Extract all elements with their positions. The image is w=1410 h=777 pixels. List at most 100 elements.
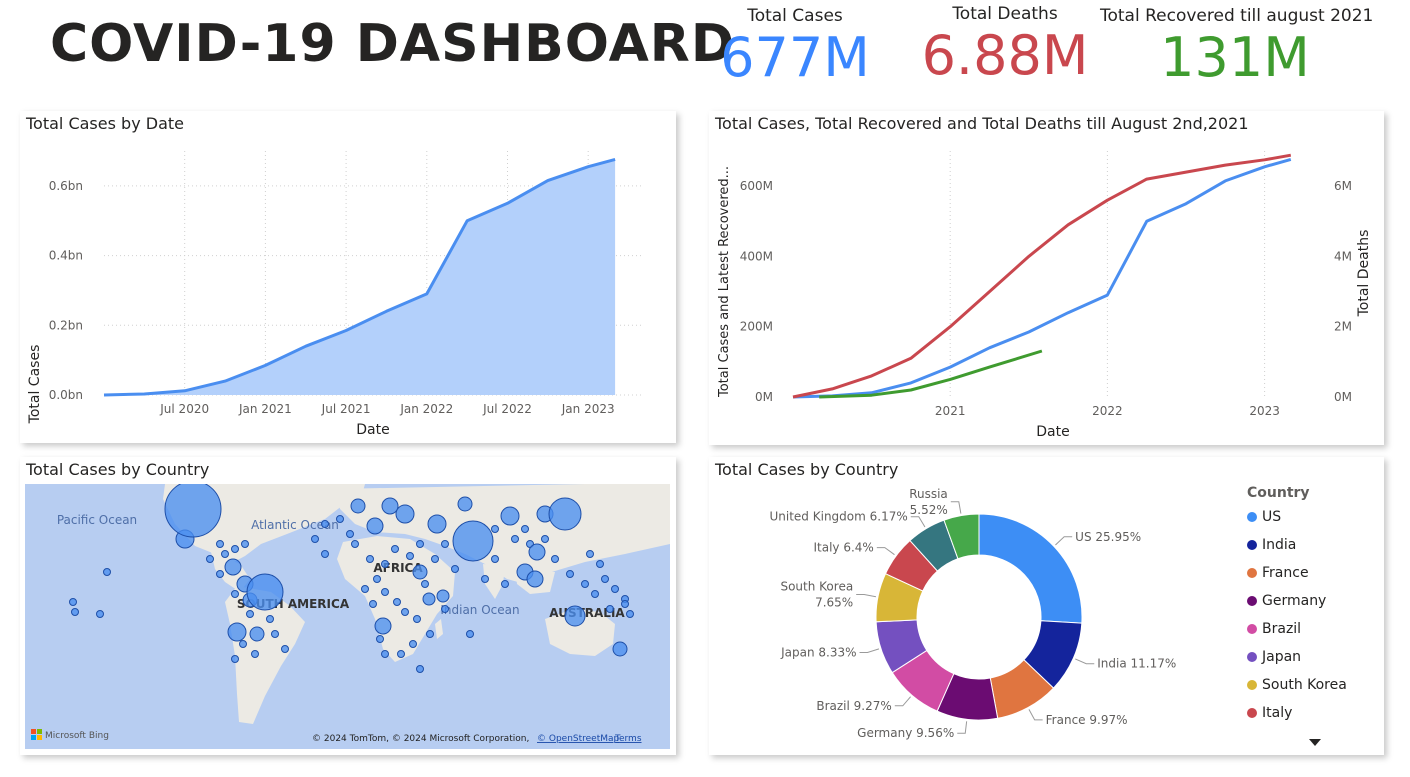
country-bubble[interactable] xyxy=(606,605,614,613)
country-bubble[interactable] xyxy=(621,600,629,608)
country-bubble[interactable] xyxy=(69,598,77,606)
country-bubble[interactable] xyxy=(416,665,424,673)
country-bubble[interactable] xyxy=(586,550,594,558)
country-bubble[interactable] xyxy=(541,535,549,543)
legend-item-france[interactable]: France xyxy=(1247,565,1309,581)
country-bubble[interactable] xyxy=(397,650,405,658)
country-bubble[interactable] xyxy=(239,640,247,648)
terms-link[interactable]: Terms xyxy=(614,734,642,744)
country-bubble[interactable] xyxy=(426,630,434,638)
series-line-total-cases[interactable] xyxy=(792,157,1292,399)
country-bubble[interactable] xyxy=(96,610,104,618)
country-bubble[interactable] xyxy=(376,635,384,643)
country-bubble[interactable] xyxy=(611,585,619,593)
country-bubble[interactable] xyxy=(369,600,377,608)
country-bubble[interactable] xyxy=(412,564,428,580)
country-bubble[interactable] xyxy=(427,514,447,534)
donut-chart[interactable]: US 25.95% India 11.17% France 9.97% Germany… xyxy=(709,457,1239,755)
bubble-map[interactable]: Pacific Ocean Atlantic Ocean Indian Ocea… xyxy=(25,484,670,749)
country-bubble[interactable] xyxy=(251,650,259,658)
country-bubble[interactable] xyxy=(551,555,559,563)
country-bubble[interactable] xyxy=(103,568,111,576)
country-bubble[interactable] xyxy=(395,504,415,524)
country-bubble[interactable] xyxy=(346,530,354,538)
country-bubble[interactable] xyxy=(311,535,319,543)
country-bubbles[interactable] xyxy=(69,484,634,673)
country-bubble[interactable] xyxy=(416,540,424,548)
country-bubble[interactable] xyxy=(452,520,494,562)
country-bubble[interactable] xyxy=(361,585,369,593)
country-bubble[interactable] xyxy=(227,622,247,642)
country-bubble[interactable] xyxy=(564,605,586,627)
country-bubble[interactable] xyxy=(391,545,399,553)
country-bubble[interactable] xyxy=(491,555,499,563)
country-bubble[interactable] xyxy=(566,570,574,578)
country-bubble[interactable] xyxy=(351,540,359,548)
country-bubble[interactable] xyxy=(206,555,214,563)
country-bubble[interactable] xyxy=(591,590,599,598)
country-bubble[interactable] xyxy=(71,608,79,616)
country-bubble[interactable] xyxy=(249,626,265,642)
country-bubble[interactable] xyxy=(221,550,229,558)
country-bubble[interactable] xyxy=(457,496,473,512)
country-bubble[interactable] xyxy=(381,650,389,658)
country-bubble[interactable] xyxy=(601,575,609,583)
country-bubble[interactable] xyxy=(266,615,274,623)
country-bubble[interactable] xyxy=(409,640,417,648)
donut-slice-russia[interactable] xyxy=(943,513,980,560)
line-chart[interactable]: Total Cases and Latest Recovered... Tota… xyxy=(709,111,1384,445)
donut-slice-us[interactable] xyxy=(978,513,1083,624)
country-bubble[interactable] xyxy=(581,580,589,588)
legend-item-south-korea[interactable]: South Korea xyxy=(1247,677,1347,693)
panel-total-cases-by-date[interactable]: Total Cases by Date Total Cases Date 0.0… xyxy=(20,111,676,443)
legend-item-italy[interactable]: Italy xyxy=(1247,705,1292,721)
country-bubble[interactable] xyxy=(521,525,529,533)
legend-item-us[interactable]: US xyxy=(1247,509,1281,525)
area-line[interactable] xyxy=(103,157,616,397)
country-bubble[interactable] xyxy=(381,497,399,515)
country-bubble[interactable] xyxy=(231,545,239,553)
country-bubble[interactable] xyxy=(548,497,582,531)
country-bubble[interactable] xyxy=(246,610,254,618)
country-bubble[interactable] xyxy=(441,540,449,548)
country-bubble[interactable] xyxy=(422,592,436,606)
country-bubble[interactable] xyxy=(246,573,284,611)
country-bubble[interactable] xyxy=(436,589,450,603)
country-bubble[interactable] xyxy=(366,555,374,563)
area-chart[interactable]: Total Cases Date 0.0bn 0.2bn 0.4bn 0.6bn Jul… xyxy=(20,111,676,443)
country-bubble[interactable] xyxy=(612,641,628,657)
panel-map[interactable]: Total Cases by Country Pacific Ocean Atl… xyxy=(20,457,676,755)
country-bubble[interactable] xyxy=(241,540,249,548)
country-bubble[interactable] xyxy=(500,506,520,526)
country-bubble[interactable] xyxy=(626,610,634,618)
country-bubble[interactable] xyxy=(271,630,279,638)
country-bubble[interactable] xyxy=(401,608,409,616)
legend-item-brazil[interactable]: Brazil xyxy=(1247,621,1301,637)
country-bubble[interactable] xyxy=(231,655,239,663)
country-bubble[interactable] xyxy=(511,535,519,543)
country-bubble[interactable] xyxy=(421,580,429,588)
country-bubble[interactable] xyxy=(441,605,449,613)
country-bubble[interactable] xyxy=(224,558,242,576)
country-bubble[interactable] xyxy=(526,570,544,588)
country-bubble[interactable] xyxy=(374,617,392,635)
country-bubble[interactable] xyxy=(413,615,421,623)
country-bubble[interactable] xyxy=(216,540,224,548)
country-bubble[interactable] xyxy=(501,580,509,588)
osm-link[interactable]: © OpenStreetMap xyxy=(537,734,620,744)
country-bubble[interactable] xyxy=(321,550,329,558)
series-line-total-recovered[interactable] xyxy=(819,349,1043,399)
country-bubble[interactable] xyxy=(366,517,384,535)
panel-cases-recovered-deaths[interactable]: Total Cases, Total Recovered and Total D… xyxy=(709,111,1384,445)
country-bubble[interactable] xyxy=(466,630,474,638)
country-bubble[interactable] xyxy=(336,515,344,523)
country-bubble[interactable] xyxy=(281,645,289,653)
map-canvas[interactable]: Pacific Ocean Atlantic Ocean Indian Ocea… xyxy=(25,484,670,749)
series-line-total-deaths[interactable] xyxy=(792,153,1292,399)
country-bubble[interactable] xyxy=(381,588,389,596)
country-bubble[interactable] xyxy=(406,552,414,560)
legend-item-germany[interactable]: Germany xyxy=(1247,593,1326,609)
country-bubble[interactable] xyxy=(231,590,239,598)
country-bubble[interactable] xyxy=(164,484,222,538)
country-bubble[interactable] xyxy=(596,560,604,568)
